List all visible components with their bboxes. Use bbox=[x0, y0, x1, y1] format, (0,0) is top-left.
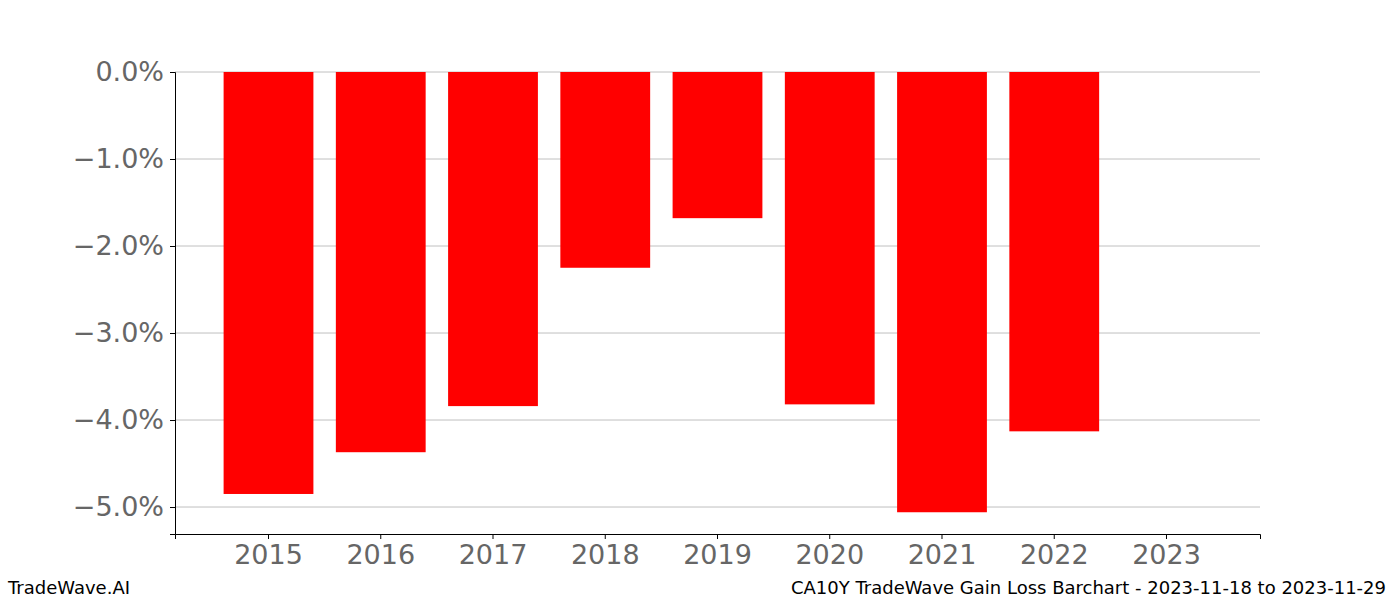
x-tick-label: 2017 bbox=[459, 539, 528, 570]
bar bbox=[448, 72, 538, 406]
y-tick-label: −2.0% bbox=[73, 230, 164, 261]
x-tick-label: 2015 bbox=[234, 539, 303, 570]
y-tick-label: −5.0% bbox=[73, 491, 164, 522]
x-tick: 2019 bbox=[683, 534, 752, 570]
x-tick-label: 2018 bbox=[571, 539, 640, 570]
x-tick: 2023 bbox=[1132, 534, 1201, 570]
x-tick: 2020 bbox=[795, 534, 864, 570]
bars bbox=[224, 72, 1100, 512]
y-axis-line bbox=[170, 73, 176, 535]
y-tick-mark bbox=[170, 72, 175, 73]
x-tick: 2022 bbox=[1020, 534, 1089, 570]
y-tick: −5.0% bbox=[73, 491, 175, 522]
grid-line bbox=[175, 507, 1260, 508]
y-tick: −3.0% bbox=[73, 317, 175, 348]
y-tick: −1.0% bbox=[73, 143, 175, 174]
y-tick: 0.0% bbox=[95, 56, 175, 87]
x-tick-label: 2016 bbox=[346, 539, 415, 570]
title: CA10Y TradeWave Gain Loss Barchart - 202… bbox=[791, 577, 1386, 598]
y-tick-label: 0.0% bbox=[95, 56, 164, 87]
bar bbox=[224, 72, 314, 494]
y-tick-mark bbox=[170, 507, 175, 508]
y-tick-mark bbox=[170, 246, 175, 247]
x-tick: 2018 bbox=[571, 534, 640, 570]
y-tick-mark bbox=[170, 420, 175, 421]
bar bbox=[1009, 72, 1099, 431]
grid bbox=[175, 72, 1260, 507]
x-tick: 2015 bbox=[234, 534, 303, 570]
x-tick: 2016 bbox=[346, 534, 415, 570]
x-tick: 2017 bbox=[459, 534, 528, 570]
bar bbox=[1122, 72, 1212, 73]
x-tick-label: 2021 bbox=[908, 539, 977, 570]
bar bbox=[560, 72, 650, 268]
x-tick-label: 2020 bbox=[795, 539, 864, 570]
annotation: TradeWave.AI bbox=[7, 577, 130, 598]
x-axis: 2015 2016 2017 2018 2019 2020 2021 2022 2023 bbox=[176, 534, 1261, 570]
y-tick-label: −1.0% bbox=[73, 143, 164, 174]
bar bbox=[673, 72, 763, 218]
bar bbox=[785, 72, 875, 404]
bar bbox=[336, 72, 426, 452]
y-tick-label: −3.0% bbox=[73, 317, 164, 348]
bar bbox=[897, 72, 987, 512]
x-tick-label: 2019 bbox=[683, 539, 752, 570]
y-tick-label: −4.0% bbox=[73, 404, 164, 435]
chart: 0.0%−1.0%−2.0%−3.0%−4.0%−5.0%20152016201… bbox=[0, 0, 1400, 600]
x-tick: 2021 bbox=[908, 534, 977, 570]
x-tick-label: 2022 bbox=[1020, 539, 1089, 570]
x-tick-label: 2023 bbox=[1132, 539, 1201, 570]
y-tick-mark bbox=[170, 333, 175, 334]
y-axis: 0.0% −1.0% −2.0% −3.0% −4.0% −5.0% bbox=[73, 56, 176, 534]
y-tick-mark bbox=[170, 159, 175, 160]
y-tick: −4.0% bbox=[73, 404, 175, 435]
y-tick: −2.0% bbox=[73, 230, 175, 261]
